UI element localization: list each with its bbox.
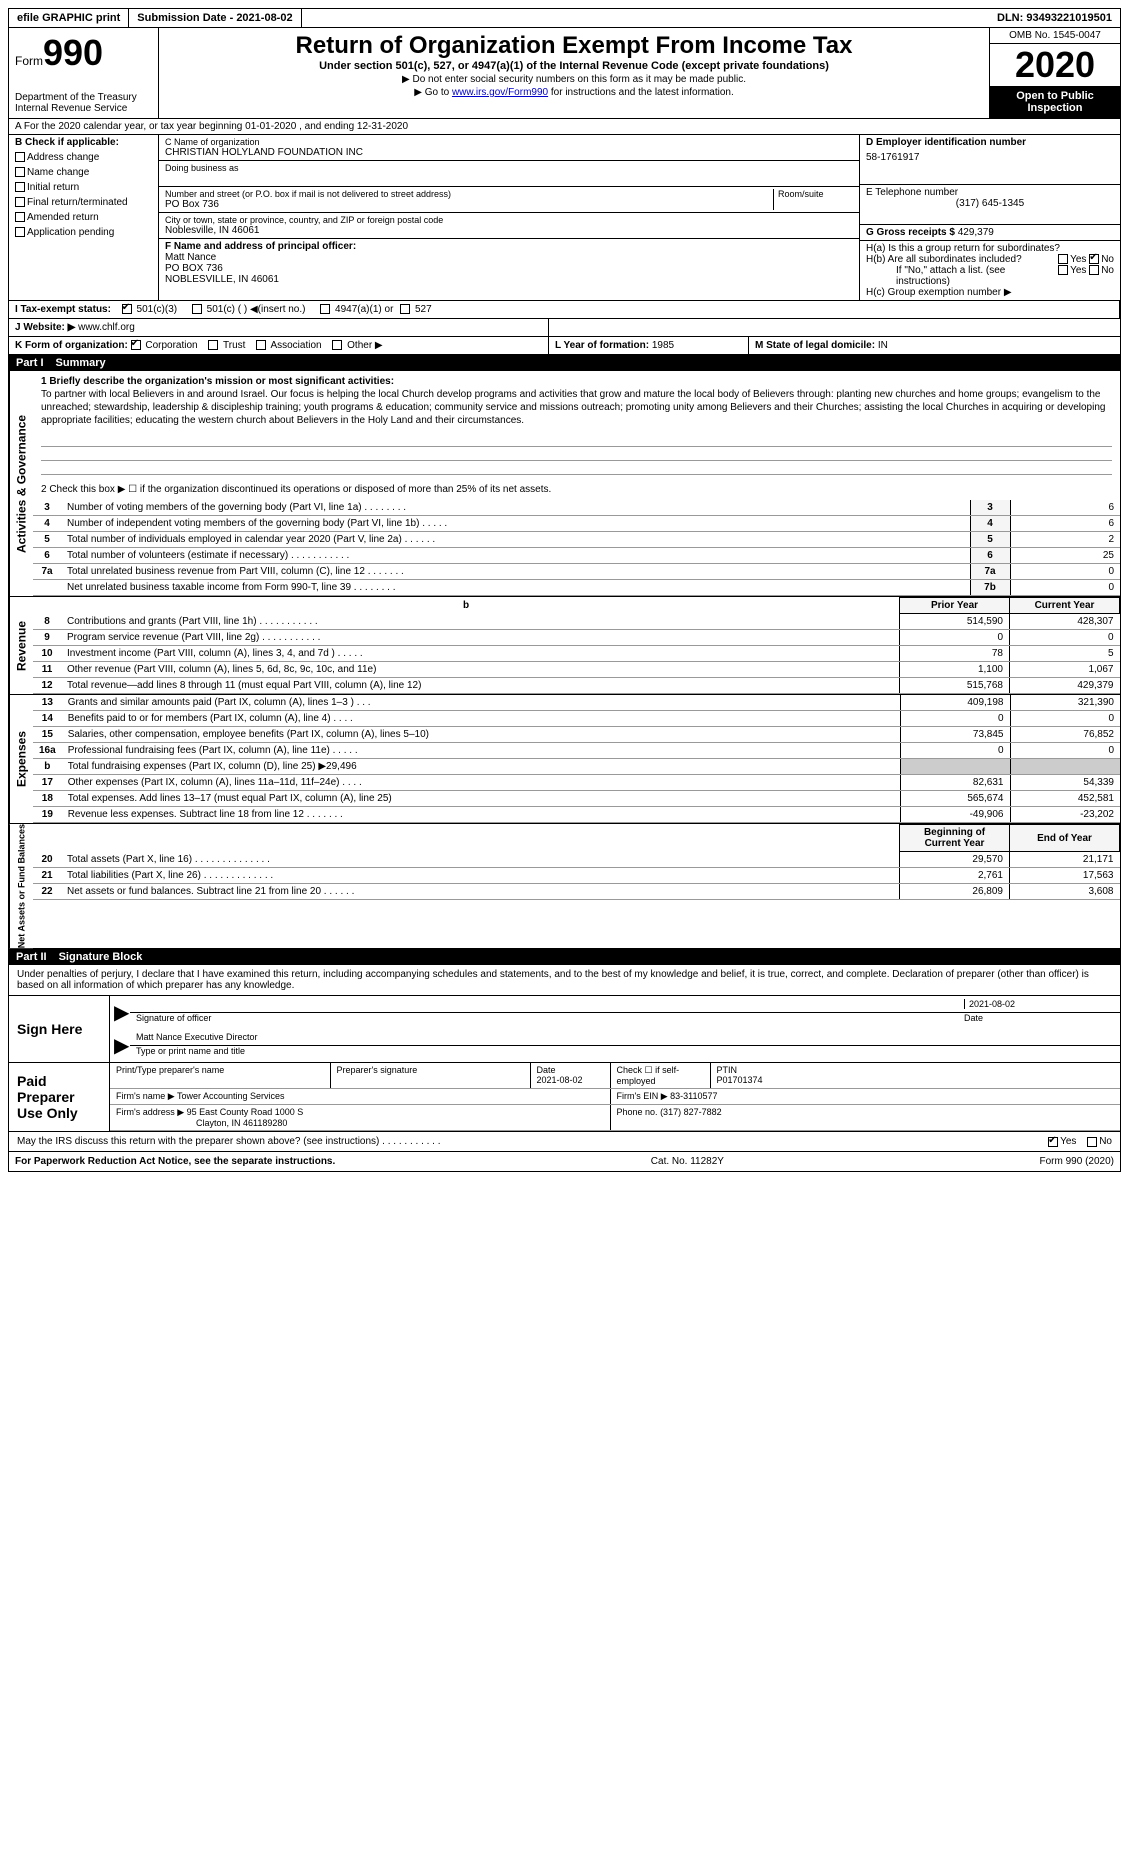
net-section: Net Assets or Fund Balances Beginning of…: [8, 824, 1121, 949]
form-title: Return of Organization Exempt From Incom…: [163, 32, 985, 60]
governance-table: 3Number of voting members of the governi…: [33, 500, 1120, 596]
activities-section: Activities & Governance 1 Briefly descri…: [8, 371, 1121, 597]
addr: PO Box 736: [165, 199, 773, 210]
officer-name: Matt Nance: [165, 252, 216, 263]
box-f-label: F Name and address of principal officer:: [165, 241, 356, 252]
declaration: Under penalties of perjury, I declare th…: [8, 965, 1121, 996]
name-label: C Name of organization: [165, 137, 853, 147]
check-addr[interactable]: Address change: [9, 150, 158, 165]
tax-year: 2020: [990, 44, 1120, 86]
check-name[interactable]: Name change: [9, 165, 158, 180]
row-jk: J Website: ▶ www.chlf.org: [8, 319, 1121, 337]
open-public: Open to Public Inspection: [990, 86, 1120, 118]
check-amended[interactable]: Amended return: [9, 210, 158, 225]
city: Noblesville, IN 46061: [165, 225, 853, 236]
revenue-table: bPrior YearCurrent Year 8Contributions a…: [33, 597, 1120, 694]
expenses-table: 13Grants and similar amounts paid (Part …: [33, 695, 1120, 823]
ein-label: D Employer identification number: [866, 137, 1114, 148]
revenue-label: Revenue: [9, 597, 33, 694]
note1: ▶ Do not enter social security numbers o…: [163, 74, 985, 85]
ein: 58-1761917: [866, 152, 1114, 163]
ha: H(a) Is this a group return for subordin…: [866, 243, 1114, 254]
line2: 2 Check this box ▶ ☐ if the organization…: [33, 479, 1120, 500]
check-pending[interactable]: Application pending: [9, 225, 158, 240]
city-label: City or town, state or province, country…: [165, 215, 853, 225]
note2: ▶ Go to www.irs.gov/Form990 for instruct…: [163, 87, 985, 98]
irs-label: Internal Revenue Service: [15, 103, 152, 114]
net-label: Net Assets or Fund Balances: [9, 824, 33, 948]
footer-left: For Paperwork Reduction Act Notice, see …: [15, 1156, 335, 1167]
website: www.chlf.org: [78, 322, 135, 333]
row-a: A For the 2020 calendar year, or tax yea…: [8, 119, 1121, 135]
box-b-label: B Check if applicable:: [9, 135, 158, 150]
phone: (317) 645-1345: [866, 198, 1114, 209]
dept-treasury: Department of the Treasury: [15, 92, 152, 103]
irs-link[interactable]: www.irs.gov/Form990: [452, 87, 548, 98]
discuss-row: May the IRS discuss this return with the…: [8, 1132, 1121, 1152]
org-name: CHRISTIAN HOLYLAND FOUNDATION INC: [165, 147, 853, 158]
dln: DLN: 93493221019501: [989, 9, 1120, 27]
omb-number: OMB No. 1545-0047: [990, 28, 1120, 44]
paid-prep-label: Paid Preparer Use Only: [9, 1063, 109, 1131]
form-header: Form990 Department of the Treasury Inter…: [8, 28, 1121, 119]
date-label: Date: [964, 1013, 1114, 1023]
expenses-section: Expenses 13Grants and similar amounts pa…: [8, 695, 1121, 824]
efile-label: efile GRAPHIC print: [9, 9, 129, 27]
sign-here-label: Sign Here: [9, 996, 109, 1062]
part2-header: Part II Signature Block: [8, 949, 1121, 965]
gross-label: G Gross receipts $: [866, 227, 955, 238]
activities-label: Activities & Governance: [9, 371, 33, 596]
sig-officer-label: Signature of officer: [136, 1013, 964, 1023]
officer-addr1: PO BOX 736: [165, 263, 223, 274]
cat-no: Cat. No. 11282Y: [651, 1156, 724, 1167]
hc: H(c) Group exemption number ▶: [866, 287, 1114, 298]
expenses-label: Expenses: [9, 695, 33, 823]
submission-date: Submission Date - 2021-08-02: [129, 9, 301, 27]
entity-info: B Check if applicable: Address change Na…: [8, 135, 1121, 301]
officer-name-title: Matt Nance Executive Director: [130, 1029, 1120, 1046]
net-table: Beginning of Current YearEnd of Year 20T…: [33, 824, 1120, 900]
paid-preparer-block: Paid Preparer Use Only Print/Type prepar…: [8, 1063, 1121, 1132]
suite-label: Room/suite: [778, 189, 853, 199]
mission: To partner with local Believers in and a…: [41, 388, 1112, 427]
name-title-label: Type or print name and title: [130, 1046, 1120, 1056]
top-bar: efile GRAPHIC print Submission Date - 20…: [8, 8, 1121, 28]
row-klm: K Form of organization: Corporation Trus…: [8, 337, 1121, 355]
check-final[interactable]: Final return/terminated: [9, 195, 158, 210]
gross-value: 429,379: [958, 227, 994, 238]
line1-label: 1 Briefly describe the organization's mi…: [41, 375, 1112, 388]
phone-label: E Telephone number: [866, 187, 1114, 198]
revenue-section: Revenue bPrior YearCurrent Year 8Contrib…: [8, 597, 1121, 695]
officer-addr2: NOBLESVILLE, IN 46061: [165, 274, 279, 285]
subtitle: Under section 501(c), 527, or 4947(a)(1)…: [163, 60, 985, 72]
form-number: Form990: [15, 32, 152, 74]
sign-here-block: Sign Here ▶ 2021-08-02 Signature of offi…: [8, 996, 1121, 1063]
row-i: I Tax-exempt status: 501(c)(3) 501(c) ( …: [8, 301, 1121, 319]
dba-label: Doing business as: [165, 163, 853, 173]
footer: For Paperwork Reduction Act Notice, see …: [8, 1152, 1121, 1172]
part1-header: Part I Summary: [8, 355, 1121, 371]
form-ref: Form 990 (2020): [1040, 1156, 1114, 1167]
check-initial[interactable]: Initial return: [9, 180, 158, 195]
addr-label: Number and street (or P.O. box if mail i…: [165, 189, 773, 199]
